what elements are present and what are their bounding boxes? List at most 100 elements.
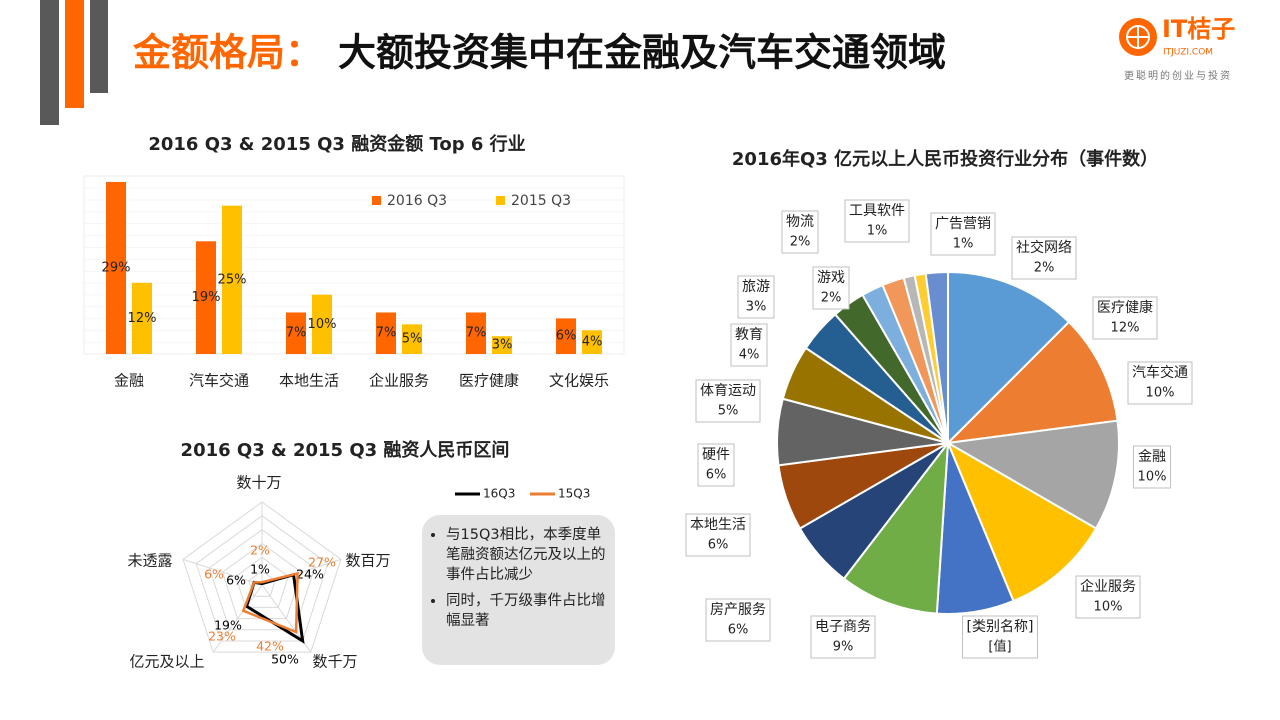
data-label: 7% (466, 326, 487, 341)
legend-label: 2015 Q3 (511, 193, 571, 209)
category-label: 医疗健康 (1097, 299, 1153, 316)
radar-ring (208, 529, 316, 631)
bar (402, 324, 422, 354)
bar (132, 282, 152, 354)
pie-slice (842, 439, 950, 615)
pie-slice (945, 440, 1098, 603)
pie-label: 广告营销 1% (930, 212, 996, 256)
data-label: 3% (746, 300, 767, 315)
data-label: 10% (1138, 470, 1167, 485)
pie-label: 游戏 2% (812, 266, 850, 310)
label-box (685, 513, 751, 557)
data-label: 29% (102, 260, 131, 275)
pie-label: 房产服务 6% (705, 598, 771, 642)
x-tick-label: 本地生活 (279, 372, 339, 390)
radar-spoke (212, 584, 263, 653)
bar (196, 241, 216, 354)
label-box (730, 323, 768, 367)
category-label: 旅游 (742, 279, 770, 295)
data-label: 6% (556, 329, 577, 344)
label-box (697, 443, 735, 487)
pie-label: 旅游 3% (737, 275, 775, 319)
category-label: 房产服务 (710, 602, 766, 618)
pie-slice (924, 270, 949, 444)
legend-swatch (372, 196, 381, 205)
axis-label: 未透露 (127, 552, 172, 570)
pie-label: 物流 2% (781, 210, 819, 254)
title-accent: 金额格局： (132, 31, 323, 75)
data-label: 2% (821, 291, 842, 306)
radar-title: 2016 Q3 & 2015 Q3 融资人民币区间 (181, 439, 510, 461)
data-label: 4% (739, 348, 760, 363)
axis-label: 数百万 (345, 552, 390, 570)
label-box (695, 379, 761, 423)
category-label: 社交网络 (1016, 239, 1072, 256)
radar-ring (195, 515, 329, 642)
data-label: 19% (214, 618, 242, 633)
pie-label: 硬件 6% (697, 443, 735, 487)
category-label: 金融 (1138, 449, 1166, 465)
pie-slice (945, 320, 1119, 445)
data-label: 3% (492, 338, 513, 353)
data-label: 12% (128, 311, 157, 326)
data-label: 9% (833, 640, 854, 655)
logo-slogan: 更聪明的创业与投资 (1124, 69, 1232, 82)
pie-label: 体育运动 5% (695, 379, 761, 423)
radar-series (241, 571, 299, 634)
data-label: 10% (1094, 600, 1123, 615)
note-box: 与15Q3相比，本季度单笔融资额达亿元及以上的事件占比减少 同时，千万级事件占比… (422, 515, 615, 665)
data-label: 6% (226, 573, 246, 588)
label-box (781, 210, 819, 254)
data-label: 6% (728, 623, 749, 638)
bar (492, 336, 512, 354)
data-label: 2% (1034, 261, 1055, 276)
category-label: 广告营销 (935, 216, 991, 232)
radar-ring (182, 501, 342, 653)
deco-bar (90, 0, 108, 93)
pie-label: 汽车交通 10% (1127, 361, 1193, 405)
data-label: 6% (204, 567, 224, 582)
category-label: 本地生活 (690, 517, 746, 533)
label-box (1075, 575, 1141, 619)
note-list: 与15Q3相比，本季度单笔融资额达亿元及以上的事件占比减少 同时，千万级事件占比… (432, 525, 607, 631)
pie-slice (947, 270, 1071, 446)
bar (466, 312, 486, 354)
x-tick-label: 金融 (114, 372, 144, 390)
pie-label: 本地生活 6% (685, 513, 751, 557)
data-label: 1% (953, 237, 974, 252)
pie-label: 医疗健康 12% (1092, 296, 1158, 340)
data-label: [值] (988, 639, 1011, 655)
bar (106, 181, 126, 354)
category-label: 游戏 (817, 270, 845, 286)
data-label: 12% (1111, 321, 1140, 336)
radar-spoke (182, 558, 263, 586)
category-label: 汽车交通 (1132, 364, 1188, 381)
category-label: 电子商务 (815, 619, 871, 635)
data-label: 1% (867, 224, 888, 239)
axis-label: 数千万 (312, 653, 357, 671)
label-box (1133, 445, 1171, 489)
axis-label: 数十万 (236, 474, 281, 492)
label-box (737, 275, 775, 319)
bar (286, 312, 306, 354)
data-label: 2% (250, 543, 270, 558)
data-label: 10% (308, 317, 337, 332)
bar (582, 330, 602, 354)
x-tick-label: 文化娱乐 (549, 372, 609, 390)
data-label: 6% (708, 538, 729, 553)
category-label: 体育运动 (700, 383, 756, 399)
category-label: 物流 (786, 214, 814, 230)
pie-label: 教育 4% (730, 323, 768, 367)
label-box (962, 615, 1038, 659)
x-tick-label: 汽车交通 (189, 372, 249, 390)
data-label: 5% (402, 332, 423, 347)
data-label: 2% (790, 235, 811, 250)
category-label: 硬件 (702, 447, 730, 463)
logo-brand: IT桔子 (1162, 15, 1235, 43)
data-label: 23% (208, 629, 236, 644)
data-label: 5% (718, 404, 739, 419)
category-label: 企业服务 (1080, 578, 1136, 595)
bar-title: 2016 Q3 & 2015 Q3 融资金额 Top 6 行业 (148, 133, 525, 155)
